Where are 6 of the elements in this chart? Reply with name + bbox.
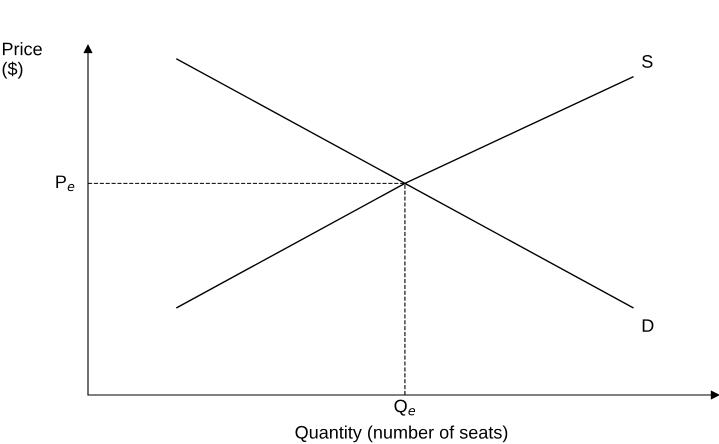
ref-line-label: P$_{e}$: [56, 176, 74, 192]
x-axis-title: Quantity (number of seats): [295, 425, 508, 442]
series-label: D: [642, 319, 654, 332]
text: Q$_{e}$: [394, 400, 416, 416]
y-axis-title: Price ($): [2, 42, 42, 79]
series-label: S: [642, 55, 652, 68]
